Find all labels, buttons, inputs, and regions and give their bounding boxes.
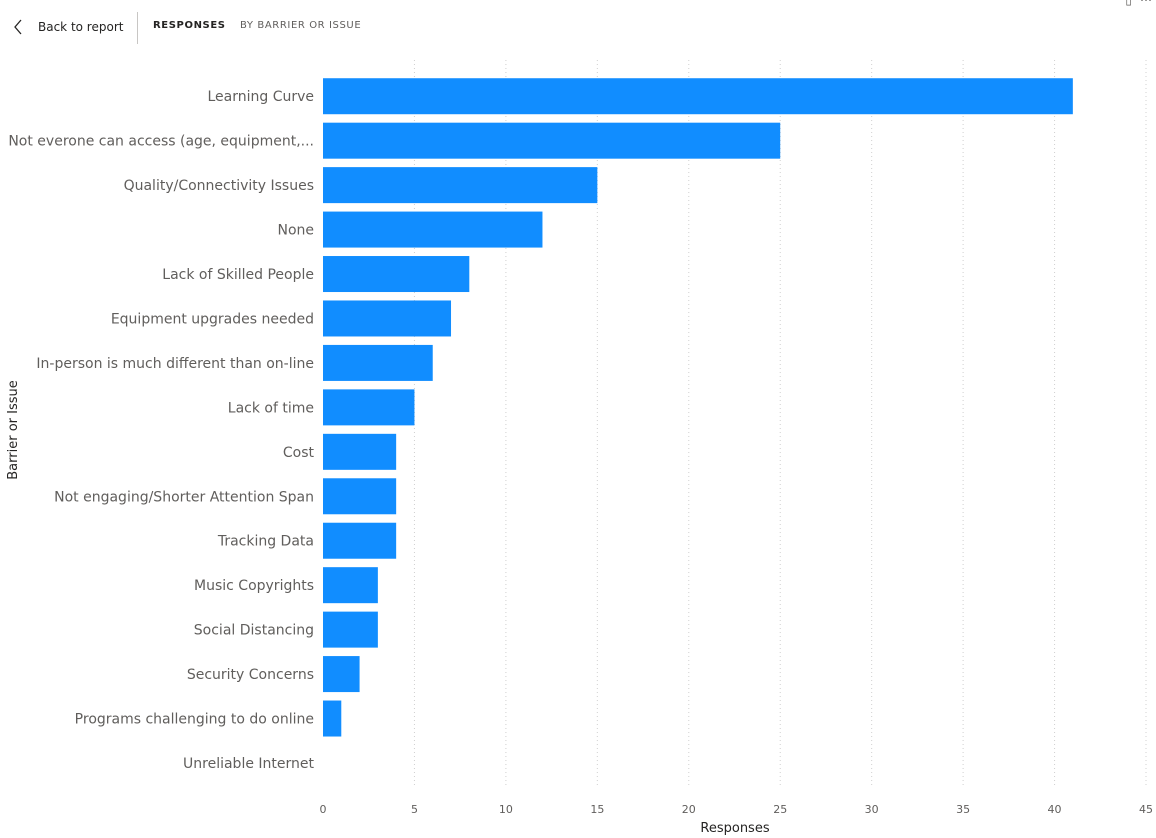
x-tick-label: 20 [682, 803, 696, 816]
visual-header-icons: ▯ ⋯ [1125, 0, 1152, 6]
x-tick-label: 35 [956, 803, 970, 816]
x-tick-label: 30 [865, 803, 879, 816]
bar[interactable] [323, 611, 378, 648]
x-tick-label: 15 [590, 803, 604, 816]
y-axis-title: Barrier or Issue [6, 380, 21, 479]
bar[interactable] [323, 656, 360, 693]
bar[interactable] [323, 567, 378, 604]
category-label: Programs challenging to do online [75, 712, 314, 728]
bar[interactable] [323, 433, 397, 470]
bar[interactable] [323, 700, 342, 737]
bar[interactable] [323, 167, 598, 204]
category-label: In-person is much different than on-line [36, 356, 314, 372]
bar[interactable] [323, 344, 433, 381]
category-label: Not engaging/Shorter Attention Span [54, 489, 314, 505]
x-tick-label: 0 [320, 803, 327, 816]
category-label: Lack of Skilled People [162, 267, 314, 283]
category-label: Lack of time [228, 400, 314, 416]
focus-mode-icon[interactable]: ▯ [1125, 0, 1132, 7]
header-divider [137, 12, 138, 44]
category-label: Equipment upgrades needed [111, 311, 314, 327]
visual-title: RESPONSES [153, 20, 226, 31]
category-label: Quality/Connectivity Issues [124, 178, 314, 194]
x-axis-title: Responses [700, 821, 769, 836]
bar[interactable] [323, 78, 1073, 115]
bar[interactable] [323, 122, 781, 159]
top-bar: Back to report RESPONSES BY BARRIER OR I… [0, 0, 1156, 54]
visual-subtitle: BY BARRIER OR ISSUE [240, 20, 362, 31]
x-tick-label: 10 [499, 803, 513, 816]
back-to-report-label: Back to report [38, 20, 124, 34]
bar[interactable] [323, 522, 397, 559]
bar[interactable] [323, 256, 470, 293]
category-label: Tracking Data [217, 534, 314, 550]
category-label: Social Distancing [194, 623, 314, 639]
category-label: Unreliable Internet [183, 756, 314, 772]
x-tick-label: 45 [1139, 803, 1153, 816]
bar[interactable] [323, 389, 415, 426]
x-tick-label: 25 [773, 803, 787, 816]
category-label: Security Concerns [187, 667, 314, 683]
category-label: None [277, 223, 314, 239]
back-to-report-button[interactable]: Back to report [12, 14, 123, 40]
x-tick-label: 5 [411, 803, 418, 816]
bar[interactable] [323, 211, 543, 248]
category-label: Cost [283, 445, 315, 461]
category-label: Music Copyrights [194, 578, 314, 594]
category-label: Not everone can access (age, equipment,.… [8, 134, 314, 150]
category-label: Learning Curve [207, 89, 314, 105]
chevron-left-icon [12, 19, 24, 35]
more-options-icon[interactable]: ⋯ [1140, 0, 1152, 7]
bar[interactable] [323, 300, 452, 337]
bar[interactable] [323, 478, 397, 515]
x-tick-label: 40 [1048, 803, 1062, 816]
